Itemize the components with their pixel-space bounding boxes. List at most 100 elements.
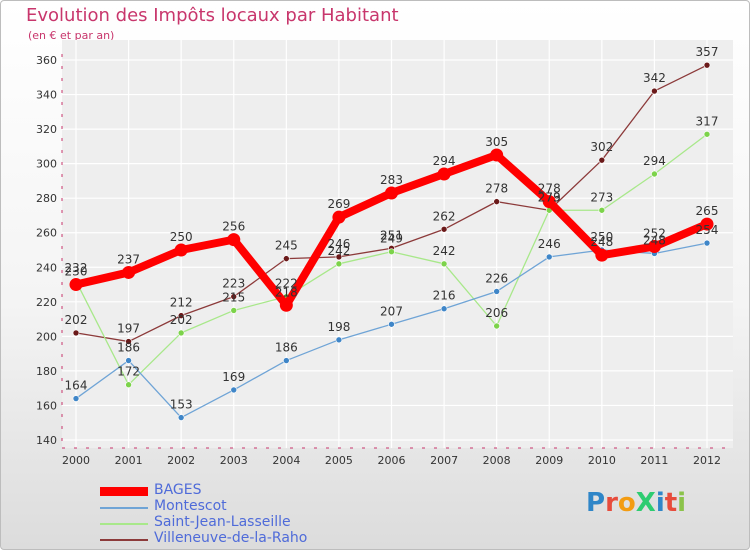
data-point-saint-jean-lasseille [493,322,500,330]
data-point-montescot [388,320,395,328]
legend-label-villeneuve-de-la-raho: Villeneuve-de-la-Raho [154,530,308,546]
y-tick-label: 240 [36,261,57,274]
x-tick-label: 2005 [325,454,353,467]
data-label-bages: 252 [643,227,666,241]
data-label-bages: 278 [538,182,561,196]
data-label-villeneuve-de-la-raho: 302 [590,140,613,154]
data-point-saint-jean-lasseille [388,248,395,256]
data-label-saint-jean-lasseille: 206 [485,306,508,320]
data-point-villeneuve-de-la-raho [283,255,290,262]
data-label-saint-jean-lasseille: 279 [538,190,561,204]
data-point-villeneuve-de-la-raho [125,338,132,345]
data-point-saint-jean-lasseille [335,260,343,268]
data-point-villeneuve-de-la-raho [598,156,606,164]
data-point-montescot [177,414,185,421]
data-label-montescot: 226 [485,271,508,285]
legend-label-montescot: Montescot [154,498,227,514]
data-label-villeneuve-de-la-raho: 251 [380,228,403,242]
data-point-montescot [493,288,500,295]
data-point-montescot [125,357,132,364]
data-label-montescot: 186 [117,341,140,355]
data-point-bages [595,248,609,262]
legend-swatch-bages [100,487,148,496]
x-tick-label: 2012 [693,454,721,467]
data-label-bages: 283 [380,173,403,187]
data-point-villeneuve-de-la-raho [440,225,448,233]
data-label-montescot: 207 [380,304,403,318]
data-label-bages: 269 [327,197,350,211]
logo-letter: i [655,488,665,518]
data-label-villeneuve-de-la-raho: 245 [275,239,298,253]
logo-letter: t [664,488,678,518]
data-point-montescot [283,357,290,364]
chart-subtitle: (en € et par an) [28,29,115,42]
logo-letter: i [677,488,687,518]
data-label-montescot: 153 [170,398,193,412]
y-tick-label: 320 [36,123,57,136]
x-tick-label: 2007 [430,454,458,467]
data-label-montescot: 169 [222,370,245,384]
y-tick-label: 180 [36,365,57,378]
x-tick-label: 2000 [62,454,90,467]
data-point-villeneuve-de-la-raho [651,87,658,95]
logo-letter: o [617,488,636,518]
data-label-saint-jean-lasseille: 242 [327,244,350,258]
y-tick-label: 140 [36,434,57,447]
data-label-villeneuve-de-la-raho: 342 [643,71,666,85]
data-label-montescot: 186 [275,341,298,355]
data-label-villeneuve-de-la-raho: 246 [327,237,350,251]
data-label-saint-jean-lasseille: 317 [696,114,719,128]
data-label-villeneuve-de-la-raho: 197 [117,322,140,336]
x-tick-label: 2003 [220,454,248,467]
data-point-saint-jean-lasseille [440,260,448,268]
y-tick-label: 340 [36,89,57,102]
y-tick-label: 260 [36,227,57,240]
logo-letter: P [586,488,606,518]
y-tick-label: 300 [36,158,57,171]
legend-swatch-villeneuve-de-la-raho [100,539,148,541]
chart-title: Evolution des Impôts locaux par Habitant [26,5,399,26]
data-point-bages [279,298,293,312]
data-label-bages: 294 [433,154,456,168]
data-label-montescot: 248 [643,233,666,247]
data-label-villeneuve-de-la-raho: 262 [433,209,456,223]
data-point-villeneuve-de-la-raho [177,312,185,319]
data-label-bages: 256 [222,220,245,234]
data-label-saint-jean-lasseille: 242 [433,244,456,258]
data-point-villeneuve-de-la-raho [230,293,238,300]
data-point-bages [332,210,346,224]
x-tick-label: 2004 [272,454,300,467]
logo-letter: r [605,488,618,518]
legend-label-saint-jean-lasseille: Saint-Jean-Lasseille [154,514,291,530]
proxiti-logo: ProXiti [586,488,686,518]
y-tick-label: 220 [36,296,57,309]
data-point-saint-jean-lasseille [703,130,711,138]
data-point-bages [174,243,188,257]
data-point-saint-jean-lasseille [177,329,185,337]
data-point-saint-jean-lasseille [598,206,606,214]
legend-swatch-montescot [100,507,148,509]
data-point-montescot [703,239,711,247]
data-label-saint-jean-lasseille: 294 [643,154,666,168]
y-tick-label: 280 [36,192,57,205]
y-tick-label: 360 [36,54,57,67]
data-label-villeneuve-de-la-raho: 223 [222,277,245,291]
data-point-bages [69,278,83,292]
data-point-villeneuve-de-la-raho [703,61,711,69]
data-label-saint-jean-lasseille: 202 [170,313,193,327]
x-tick-label: 2008 [483,454,511,467]
y-tick-label: 160 [36,399,57,412]
x-tick-label: 2010 [588,454,616,467]
data-point-bages [700,217,714,231]
data-point-montescot [335,336,343,344]
x-tick-label: 2009 [535,454,563,467]
data-label-montescot: 216 [433,289,456,303]
data-label-bages: 250 [170,230,193,244]
data-label-bages: 237 [117,252,140,266]
data-point-bages [542,195,556,209]
data-point-villeneuve-de-la-raho [72,329,80,337]
data-label-bages: 218 [275,285,298,299]
data-label-bages: 230 [65,265,88,279]
data-label-villeneuve-de-la-raho: 212 [170,296,193,310]
